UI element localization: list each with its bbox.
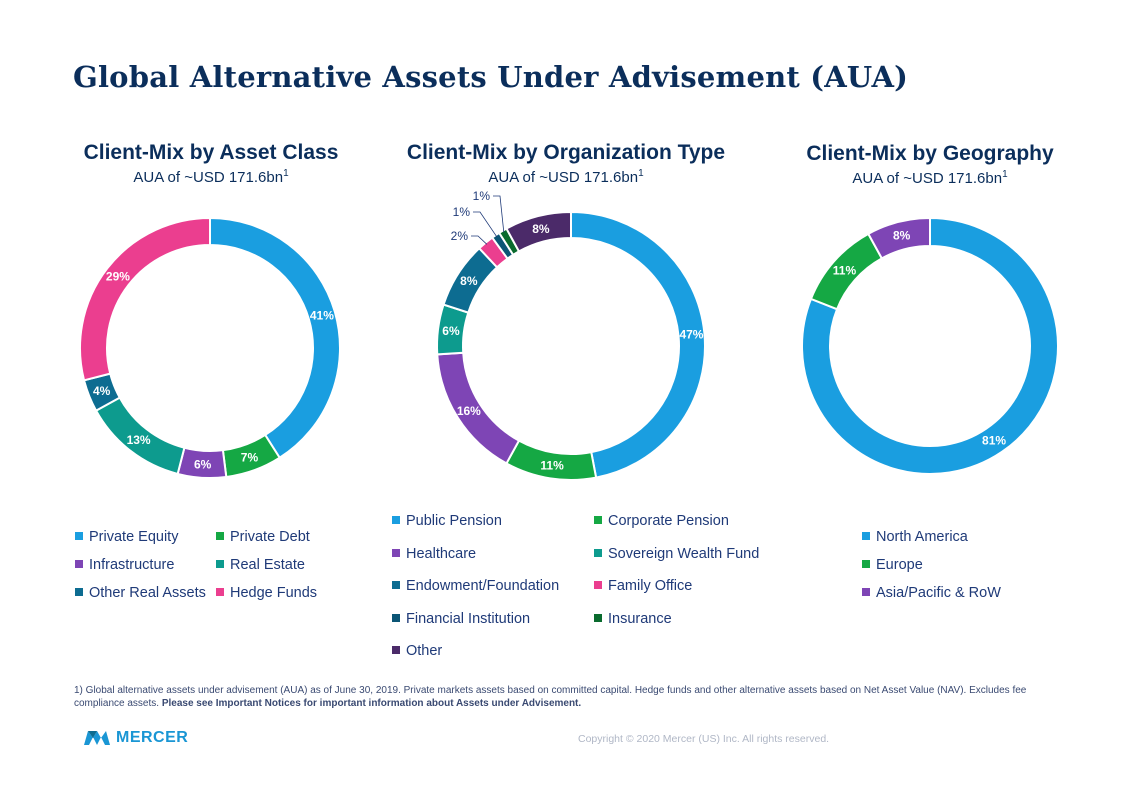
copyright: Copyright © 2020 Mercer (US) Inc. All ri… xyxy=(578,733,830,745)
legend-swatch xyxy=(594,548,602,557)
legend-label: Asia/Pacific & RoW xyxy=(876,585,1001,601)
legend-label: Financial Institution xyxy=(406,610,531,627)
leader-line xyxy=(473,211,498,238)
legend-swatch xyxy=(862,560,870,568)
legend-label: Europe xyxy=(876,557,923,573)
legend-swatch xyxy=(75,560,83,568)
legend-swatch xyxy=(862,588,870,596)
legend-item-infrastructure: Infrastructure xyxy=(75,557,174,573)
legend-swatch xyxy=(75,588,83,596)
legend-swatch xyxy=(392,613,400,622)
legend-item-insurance: Insurance xyxy=(594,611,672,627)
legend-item-hedge-funds: Hedge Funds xyxy=(216,585,317,601)
legend-item-europe: Europe xyxy=(862,557,923,573)
legend-swatch xyxy=(392,516,400,524)
page-title: Global Alternative Assets Under Adviseme… xyxy=(73,60,909,94)
leader-line xyxy=(493,195,505,233)
data-label: 41% xyxy=(310,308,334,322)
legend-label: Real Estate xyxy=(230,557,305,573)
data-label: 11% xyxy=(833,264,857,278)
legend-item-public-pension: Public Pension xyxy=(392,513,502,529)
legend-swatch xyxy=(594,581,602,589)
legend-swatch xyxy=(216,560,224,568)
legend-label: North America xyxy=(876,529,968,545)
legend-swatch xyxy=(392,581,400,589)
legend-label: Sovereign Wealth Fund xyxy=(608,545,760,562)
chart-title-geography: Client-Mix by Geography xyxy=(806,142,1054,165)
mercer-logo-icon xyxy=(84,731,110,745)
legend-item-corporate-pension: Corporate Pension xyxy=(594,513,729,529)
mercer-logo-text: MERCER xyxy=(116,729,189,746)
data-label: 4% xyxy=(93,384,111,398)
legend-label: Other Real Assets xyxy=(89,585,206,601)
mercer-logo: MERCER xyxy=(84,729,188,747)
chart-title-asset-class: Client-Mix by Asset Class xyxy=(83,141,339,164)
legend-item-north-america: North America xyxy=(862,529,968,545)
legend-swatch xyxy=(75,532,83,540)
legend-swatch xyxy=(594,516,602,524)
data-label: 29% xyxy=(106,270,130,284)
data-label: 13% xyxy=(127,433,151,447)
data-label: 16% xyxy=(457,404,481,418)
data-label: 6% xyxy=(442,324,460,338)
data-label: 6% xyxy=(194,457,212,471)
legend-label: Insurance xyxy=(608,610,672,627)
legend-label: Family Office xyxy=(608,578,693,594)
data-label: 8% xyxy=(460,274,478,288)
chart-subtitle-organization-type: AUA of ~USD 171.6bn1 xyxy=(488,168,644,186)
slice-north-america xyxy=(801,216,1059,475)
legend-item-other-real-assets: Other Real Assets xyxy=(75,585,206,601)
legend-label: Hedge Funds xyxy=(230,585,318,601)
legend-swatch xyxy=(216,588,224,596)
legend-swatch xyxy=(392,646,400,654)
data-label: 8% xyxy=(532,222,550,236)
data-label: 11% xyxy=(540,459,564,473)
legend-label: Healthcare xyxy=(406,545,477,562)
legend-item-private-equity: Private Equity xyxy=(75,529,178,545)
chart-subtitle-asset-class: AUA of ~USD 171.6bn1 xyxy=(133,168,289,186)
legend-item-financial-institution: Financial Institution xyxy=(392,611,530,627)
legend-label: Public Pension xyxy=(406,513,502,529)
slice-other xyxy=(505,210,572,253)
footnote: 1) Global alternative assets under advis… xyxy=(74,685,1027,709)
legend-item-family-office: Family Office xyxy=(594,578,692,594)
legend-swatch xyxy=(216,532,224,540)
legend-label: Private Debt xyxy=(230,529,310,545)
legend-item-sovereign-wealth-fund: Sovereign Wealth Fund xyxy=(594,546,759,562)
slice-asia-pacific-row xyxy=(866,216,931,260)
legend-item-other: Other xyxy=(392,643,442,659)
legend-label: Other xyxy=(406,643,443,659)
data-label: 1% xyxy=(473,189,491,203)
data-label: 2% xyxy=(451,229,469,243)
legend-swatch xyxy=(594,613,602,622)
data-label: 1% xyxy=(453,205,471,219)
chart-title-organization-type: Client-Mix by Organization Type xyxy=(406,141,726,164)
data-label: 81% xyxy=(982,433,1006,447)
legend-label: Private Equity xyxy=(89,529,179,545)
data-label: 7% xyxy=(241,451,259,465)
data-label: 8% xyxy=(893,229,911,243)
slice-hedge-funds xyxy=(79,216,211,382)
chart-subtitle-geography: AUA of ~USD 171.6bn1 xyxy=(852,169,1008,187)
legend-item-asia-pacific-row: Asia/Pacific & RoW xyxy=(862,585,1001,601)
legend-label: Infrastructure xyxy=(89,557,175,573)
legend-item-healthcare: Healthcare xyxy=(392,546,476,562)
legend-item-private-debt: Private Debt xyxy=(216,529,310,545)
legend-swatch xyxy=(392,548,400,557)
legend-label: Endowment/Foundation xyxy=(406,578,560,594)
leader-line xyxy=(471,235,488,245)
legend-item-endowment-foundation: Endowment/Foundation xyxy=(392,578,559,594)
data-label: 47% xyxy=(679,328,703,342)
legend-item-real-estate: Real Estate xyxy=(216,557,305,573)
legend-swatch xyxy=(862,532,870,540)
legend-label: Corporate Pension xyxy=(608,513,729,529)
slice-public-pension xyxy=(570,210,706,479)
